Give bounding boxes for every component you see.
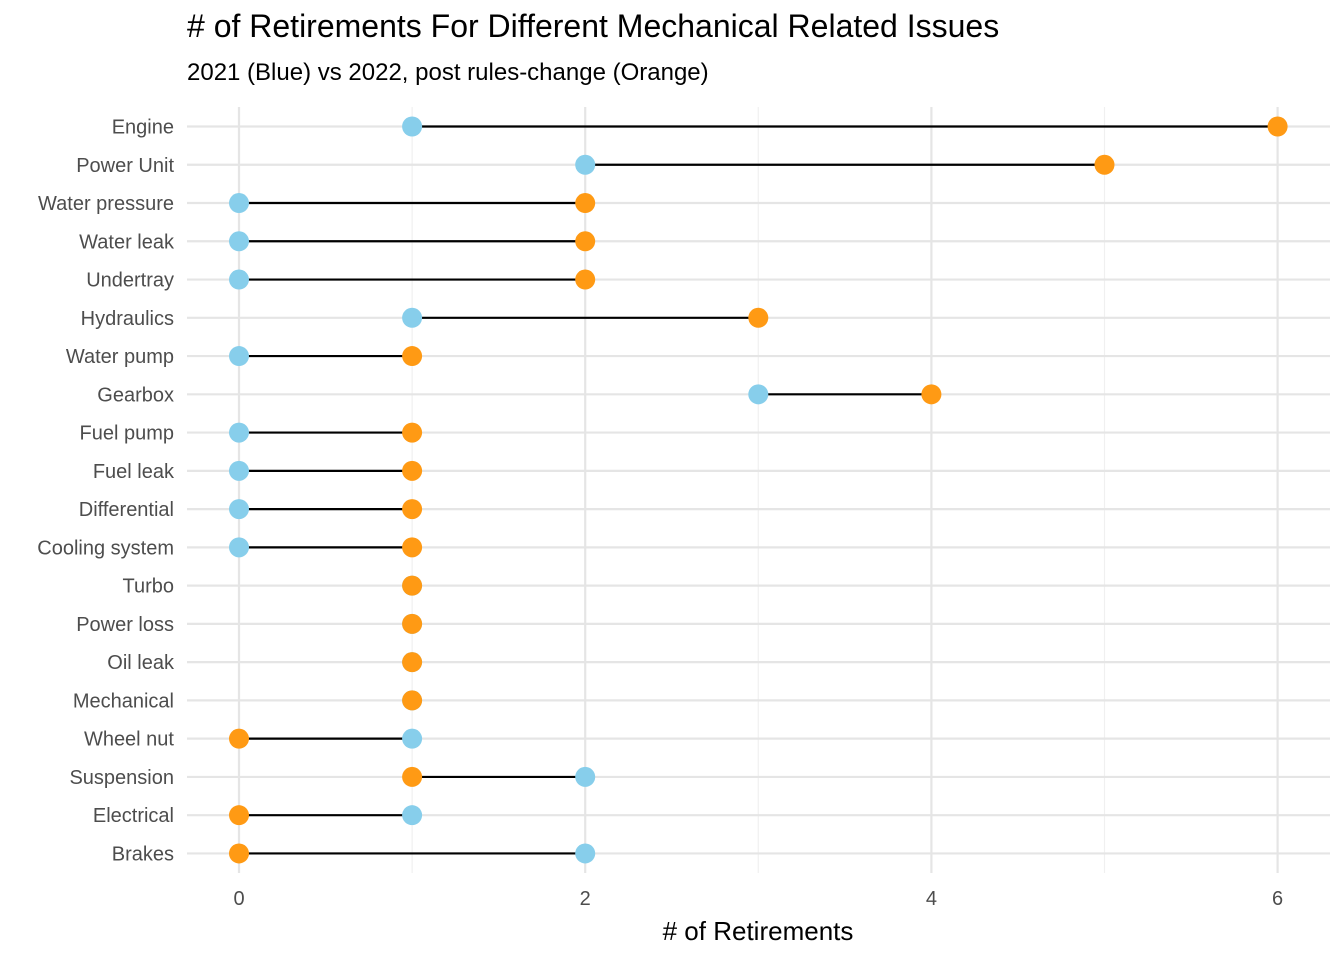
- point-2022: [229, 843, 249, 864]
- y-category-label: Water pump: [66, 346, 174, 368]
- x-axis-title: # of Retirements: [663, 916, 854, 946]
- point-2022: [575, 193, 596, 214]
- point-2021: [229, 537, 249, 558]
- y-category-label: Engine: [112, 117, 174, 139]
- point-2022: [575, 231, 596, 252]
- point-2021: [575, 154, 596, 175]
- point-2021: [748, 384, 769, 405]
- y-category-label: Oil leak: [107, 652, 175, 674]
- y-category-label: Power Unit: [76, 155, 174, 177]
- point-2022: [402, 499, 423, 520]
- y-category-label: Fuel pump: [80, 423, 175, 445]
- point-2022: [402, 613, 423, 634]
- point-2022: [1094, 154, 1115, 175]
- x-tick-label: 6: [1272, 888, 1283, 910]
- x-axis-ticks: 0 2 4 6: [233, 888, 1283, 910]
- y-category-label: Turbo: [122, 576, 174, 598]
- y-category-label: Brakes: [112, 843, 174, 865]
- point-2022: [402, 460, 423, 481]
- point-2022: [402, 346, 423, 367]
- point-2021: [229, 193, 249, 214]
- point-2021: [575, 766, 596, 787]
- point-2021: [229, 422, 249, 443]
- x-tick-label: 0: [233, 888, 244, 910]
- y-category-label: Wheel nut: [84, 729, 174, 751]
- y-category-label: Gearbox: [97, 384, 174, 406]
- x-tick-label: 4: [926, 888, 937, 910]
- chart-subtitle: 2021 (Blue) vs 2022, post rules-change (…: [187, 59, 709, 86]
- y-category-label: Differential: [79, 499, 174, 521]
- y-category-label: Electrical: [93, 805, 174, 827]
- point-2021: [402, 307, 423, 328]
- grid: [187, 107, 1330, 873]
- points: [229, 116, 1288, 864]
- point-2021: [402, 116, 423, 137]
- y-axis-labels: Engine Power Unit Water pressure Water leak…: [37, 117, 175, 866]
- point-2022: [402, 537, 423, 558]
- point-2021: [402, 728, 423, 749]
- y-category-label: Water pressure: [38, 193, 174, 215]
- point-2021: [575, 843, 596, 864]
- y-category-label: Undertray: [86, 270, 174, 292]
- point-2022: [229, 728, 249, 749]
- point-2021: [229, 499, 249, 520]
- point-2021: [229, 346, 249, 367]
- point-2022: [402, 422, 423, 443]
- point-2022: [402, 575, 423, 596]
- point-2022: [575, 269, 596, 290]
- segments: [239, 125, 1278, 855]
- y-category-label: Mechanical: [73, 690, 174, 712]
- x-tick-label: 2: [580, 888, 591, 910]
- point-2021: [229, 460, 249, 481]
- y-category-label: Fuel leak: [93, 461, 175, 483]
- point-2021: [229, 269, 249, 290]
- y-category-label: Suspension: [69, 767, 174, 789]
- point-2022: [402, 690, 423, 711]
- point-2022: [1267, 116, 1288, 137]
- point-2022: [229, 805, 249, 826]
- point-2022: [748, 307, 769, 328]
- point-2022: [402, 766, 423, 787]
- chart-title: # of Retirements For Different Mechanica…: [187, 8, 1000, 44]
- point-2021: [402, 805, 423, 826]
- point-2021: [229, 231, 249, 252]
- point-2022: [402, 652, 423, 673]
- y-category-label: Cooling system: [37, 537, 174, 559]
- point-2022: [921, 384, 942, 405]
- y-category-label: Water leak: [79, 231, 175, 253]
- y-category-label: Power loss: [76, 614, 174, 636]
- y-category-label: Hydraulics: [81, 308, 174, 330]
